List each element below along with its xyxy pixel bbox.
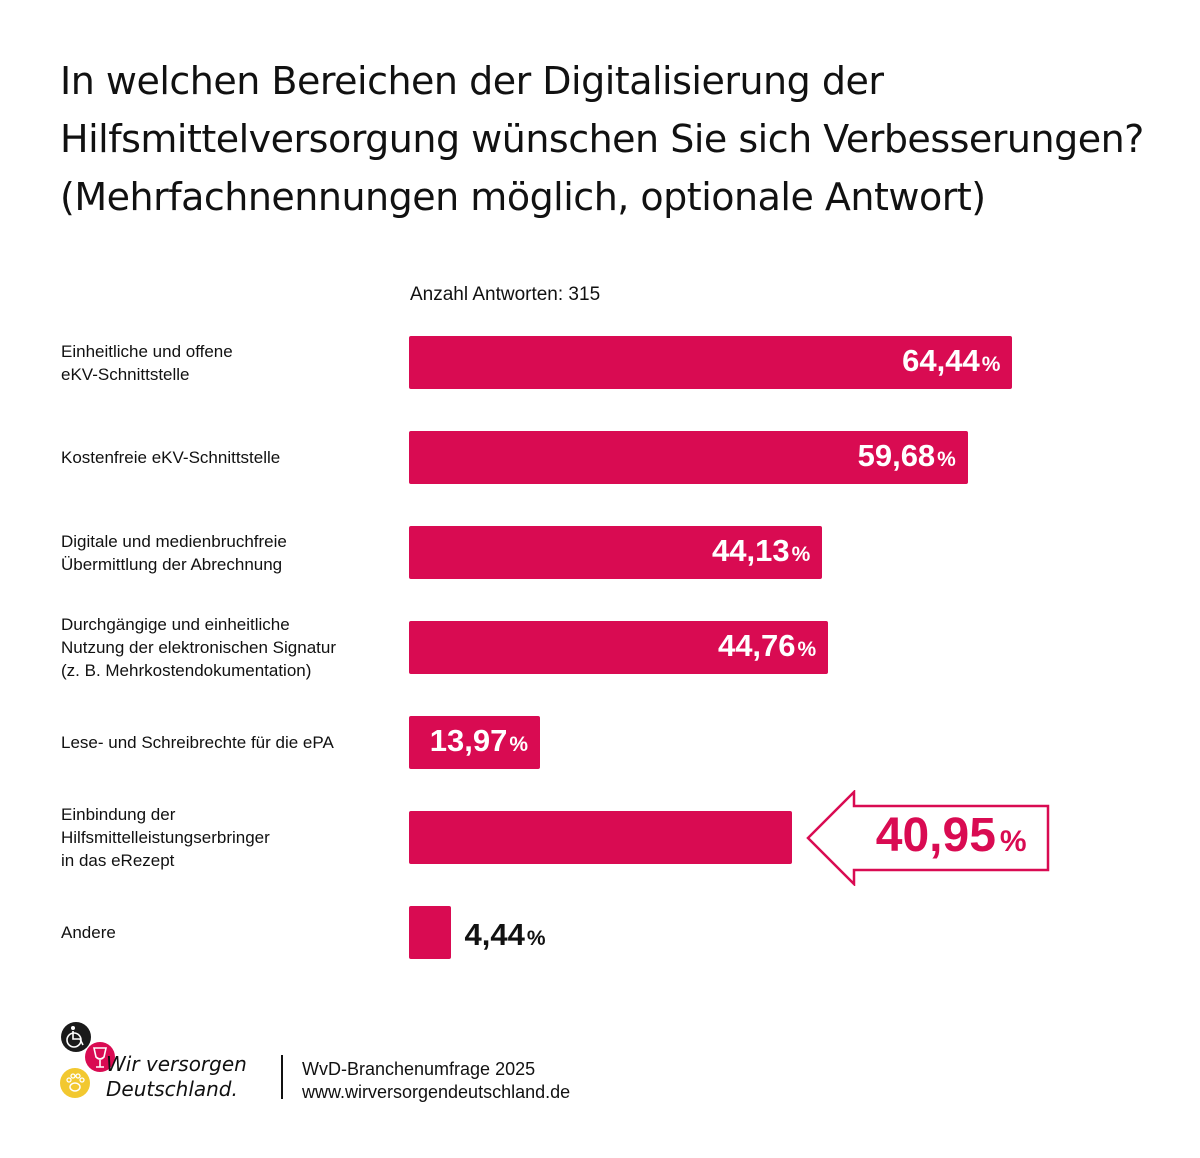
category-label: Digitale und medienbruchfreie Übermittlun…	[61, 530, 391, 576]
response-count-label: Anzahl Antworten: 315	[410, 284, 601, 305]
callout-arrow-shape	[806, 789, 1050, 886]
callout-arrow-icon	[806, 789, 1050, 886]
bar-value-label: 64,44%	[902, 343, 1000, 379]
percent-sign: %	[999, 824, 1027, 858]
survey-name: WvD-Branchenumfrage 2025	[302, 1059, 536, 1079]
percent-sign: %	[509, 732, 529, 756]
bar-value-label: 59,68%	[858, 438, 956, 474]
bar-value-label: 44,76%	[718, 628, 816, 664]
percent-sign: %	[981, 352, 1001, 376]
chart-title-line-1: In welchen Bereichen der Digitalisierung…	[60, 59, 884, 103]
category-label-line: Einbindung der	[61, 805, 176, 824]
footer-divider	[281, 1055, 283, 1099]
logo-wordmark-line-1: Wir versorgen	[106, 1052, 247, 1076]
bar	[409, 526, 823, 579]
bar-value-label: 4,44%	[465, 917, 546, 953]
bar-value-label: 44,13%	[712, 533, 810, 569]
website-url: www.wirversorgendeutschland.de	[302, 1082, 571, 1102]
category-label-line: Andere	[61, 923, 116, 942]
value-number: 13,97	[429, 722, 508, 758]
category-label: Kostenfreie eKV-Schnittstelle	[61, 446, 391, 469]
value-number: 64,44	[902, 342, 980, 378]
category-label-line: Digitale und medienbruchfreie	[61, 531, 287, 551]
bar	[409, 811, 793, 864]
value-number: 44,13	[712, 532, 790, 568]
wine-glass-icon	[85, 1042, 115, 1072]
percent-sign: %	[526, 926, 546, 950]
value-number: 44,76	[717, 627, 796, 663]
category-label-line: eKV-Schnittstelle	[61, 364, 190, 384]
percent-sign: %	[937, 447, 956, 471]
value-number: 4,44	[464, 916, 525, 952]
chart-title-line-2: Hilfsmittelversorgung wünschen Sie sich …	[60, 117, 1144, 161]
wheelchair-icon	[61, 1022, 91, 1052]
category-label-line: Nutzung der elektronischen Signatur	[61, 638, 336, 657]
bar	[409, 336, 1013, 389]
category-label: Einheitliche und offene eKV-Schnittstelle	[61, 340, 391, 386]
category-label: Andere	[61, 921, 391, 944]
category-label-line: in das eRezept	[61, 851, 175, 870]
category-label: Lese- und Schreibrechte für die ePA	[61, 731, 391, 754]
percent-sign: %	[791, 542, 811, 566]
value-number: 40,95	[875, 808, 996, 862]
category-label-line: Einheitliche und offene	[61, 341, 233, 361]
category-label-line: Übermittlung der Abrechnung	[61, 554, 283, 574]
value-number: 59,68	[857, 437, 936, 473]
logo-wordmark: Wir versorgen Deutschland.	[106, 1052, 247, 1102]
chart-title-line-3: (Mehrfachnennungen möglich, optionale An…	[60, 175, 986, 219]
bar	[409, 716, 540, 769]
category-label-line: Durchgängige und einheitliche	[61, 615, 290, 634]
bar-value-label: 13,97%	[430, 723, 528, 759]
logo-wordmark-line-2: Deutschland.	[106, 1077, 238, 1101]
footer-source: WvD-Branchenumfrage 2025 www.wirversorge…	[302, 1058, 570, 1104]
bar	[409, 621, 828, 674]
bar	[409, 431, 968, 484]
category-label-line: Hilfsmittelleistungserbringer	[61, 828, 270, 847]
highlight-value-label: 40,95%	[876, 808, 1027, 863]
category-label-line: (z. B. Mehrkostendokumentation)	[61, 661, 312, 680]
category-label: Durchgängige und einheitliche Nutzung der…	[61, 613, 391, 682]
percent-sign: %	[797, 637, 817, 661]
chart-title: In welchen Bereichen der Digitalisierung…	[60, 52, 1170, 226]
wvd-logo	[60, 1022, 115, 1098]
category-label-line: Lese- und Schreibrechte für die ePA	[61, 733, 334, 752]
category-label: Einbindung der Hilfsmittelleistungserbrin…	[61, 803, 391, 872]
paw-icon	[60, 1068, 90, 1098]
category-label-line: Kostenfreie eKV-Schnittstelle	[61, 448, 281, 467]
bar	[409, 906, 451, 959]
